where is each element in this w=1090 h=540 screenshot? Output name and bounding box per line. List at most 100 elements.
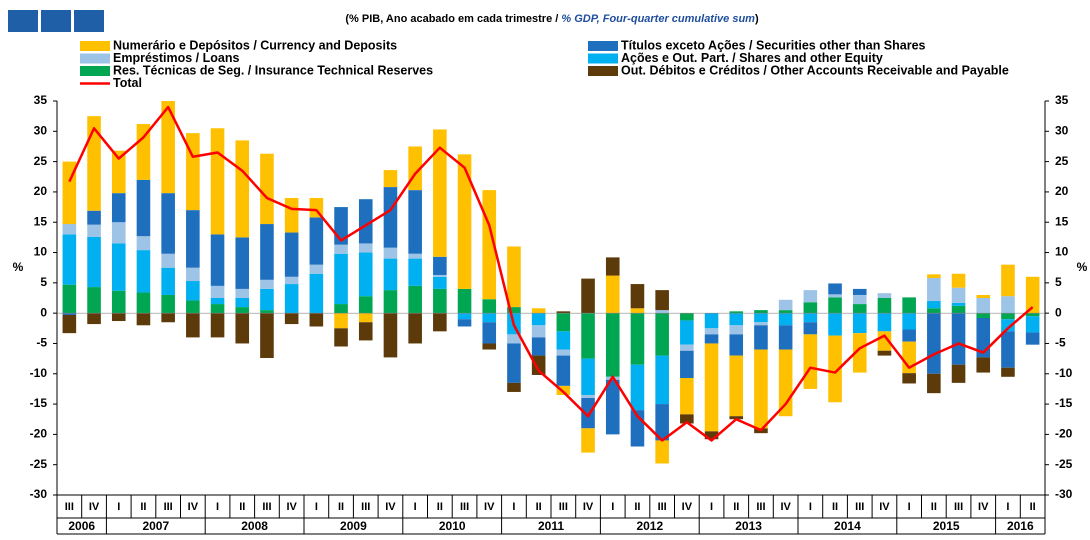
- bar-segment: [704, 313, 719, 329]
- bar-segment: [111, 222, 126, 244]
- bar-segment: [680, 320, 694, 345]
- bar-segment: [927, 308, 941, 314]
- bar-segment: [210, 304, 225, 314]
- y2-tick-label: 10: [1055, 245, 1069, 259]
- bar-segment: [803, 322, 818, 335]
- bar-segment: [62, 314, 77, 334]
- bar-segment: [457, 288, 472, 314]
- bar-segment: [531, 313, 546, 326]
- legend-label: Out. Débitos e Créditos / Other Accounts…: [621, 63, 1009, 77]
- bar-segment: [136, 179, 151, 237]
- bar-segment: [210, 313, 225, 338]
- bar-segment: [161, 313, 175, 323]
- bar-segment: [828, 294, 842, 298]
- bar-segment: [457, 154, 472, 289]
- legend-marker: [80, 53, 110, 64]
- bar-segment: [1025, 313, 1040, 317]
- bar-segment: [358, 199, 373, 244]
- logo-block: [74, 10, 104, 32]
- bar-segment: [902, 297, 916, 314]
- y2-tick-label: 20: [1055, 184, 1069, 198]
- bar-segment: [778, 299, 793, 311]
- bar-segment: [976, 357, 991, 373]
- bar-segment: [87, 236, 101, 288]
- bar-segment: [433, 288, 447, 314]
- bar-segment: [531, 308, 546, 314]
- bar-segment: [1001, 367, 1015, 377]
- bar-segment: [828, 313, 842, 336]
- bar-segment: [976, 313, 991, 319]
- bar-segment: [284, 313, 299, 325]
- bar-segment: [186, 210, 200, 268]
- legend-label: Ações e Out. Part. / Shares and other Eq…: [621, 51, 883, 65]
- y2-tick-label: 30: [1055, 123, 1069, 137]
- bar-segment: [210, 298, 225, 305]
- x-tick-label: IV: [682, 501, 693, 513]
- legend-marker: [80, 41, 110, 51]
- y-tick-label: 35: [34, 93, 48, 107]
- bar-segment: [457, 313, 472, 320]
- bar-segment: [927, 373, 941, 394]
- x-tick-label: III: [164, 501, 173, 513]
- x-tick-label: IV: [286, 501, 297, 513]
- y-tick-label: -20: [30, 427, 48, 441]
- bar-segment: [803, 334, 818, 389]
- year-label: 2008: [241, 519, 268, 533]
- bar-segment: [111, 313, 126, 322]
- bar-segment: [729, 334, 744, 356]
- x-tick-label: III: [559, 501, 568, 513]
- year-label: 2007: [142, 519, 169, 533]
- bar-segment: [927, 313, 941, 374]
- x-tick-label: II: [733, 501, 739, 513]
- bar-segment: [803, 302, 818, 314]
- x-tick-label: IV: [484, 501, 495, 513]
- year-label: 2013: [735, 519, 762, 533]
- bar-segment: [754, 310, 768, 314]
- bar-segment: [630, 313, 645, 365]
- bar-segment: [186, 300, 200, 314]
- y-tick-label: -10: [30, 366, 48, 380]
- bar-segment: [951, 364, 966, 383]
- bar-segment: [260, 153, 274, 225]
- bar-segment: [1025, 332, 1040, 345]
- bar-segment: [630, 284, 645, 309]
- bar-segment: [111, 193, 126, 223]
- bar-segment: [803, 290, 818, 303]
- legend-label: Títulos exceto Ações / Securities other …: [621, 38, 926, 52]
- y-tick-label: 0: [40, 305, 47, 319]
- bar-segment: [457, 319, 472, 327]
- x-tick-label: II: [338, 501, 344, 513]
- bar-segment: [828, 283, 842, 295]
- bar-segment: [358, 313, 373, 323]
- legend-marker: [80, 66, 110, 76]
- bar-segment: [704, 343, 719, 432]
- year-label: 2015: [933, 519, 960, 533]
- bar-segment: [161, 294, 175, 314]
- x-tick-label: IV: [188, 501, 199, 513]
- legend-marker: [588, 66, 618, 76]
- title-en: % GDP, Four-quarter cumulative sum: [561, 13, 755, 25]
- y-axis-label: %: [13, 260, 24, 274]
- y-tick-label: 5: [40, 275, 47, 289]
- bar-segment: [655, 313, 669, 356]
- x-tick-label: I: [117, 501, 120, 513]
- y-tick-label: -15: [30, 396, 48, 410]
- bar-segment: [605, 379, 620, 435]
- bar-segment: [951, 302, 966, 306]
- bar-segment: [383, 258, 398, 291]
- bar-segment: [630, 364, 645, 411]
- bar-segment: [358, 322, 373, 341]
- bar-segment: [482, 343, 497, 350]
- bar-segment: [531, 325, 546, 338]
- bar-segment: [680, 350, 694, 379]
- x-tick-label: IV: [978, 501, 989, 513]
- y2-axis-label: %: [1077, 260, 1088, 274]
- bar-segment: [951, 305, 966, 314]
- bar-segment: [655, 440, 669, 464]
- x-tick-label: II: [140, 501, 146, 513]
- bar-segment: [507, 334, 521, 344]
- bar-segment: [482, 322, 497, 344]
- bar-segment: [927, 274, 941, 278]
- bar-segment: [605, 275, 620, 314]
